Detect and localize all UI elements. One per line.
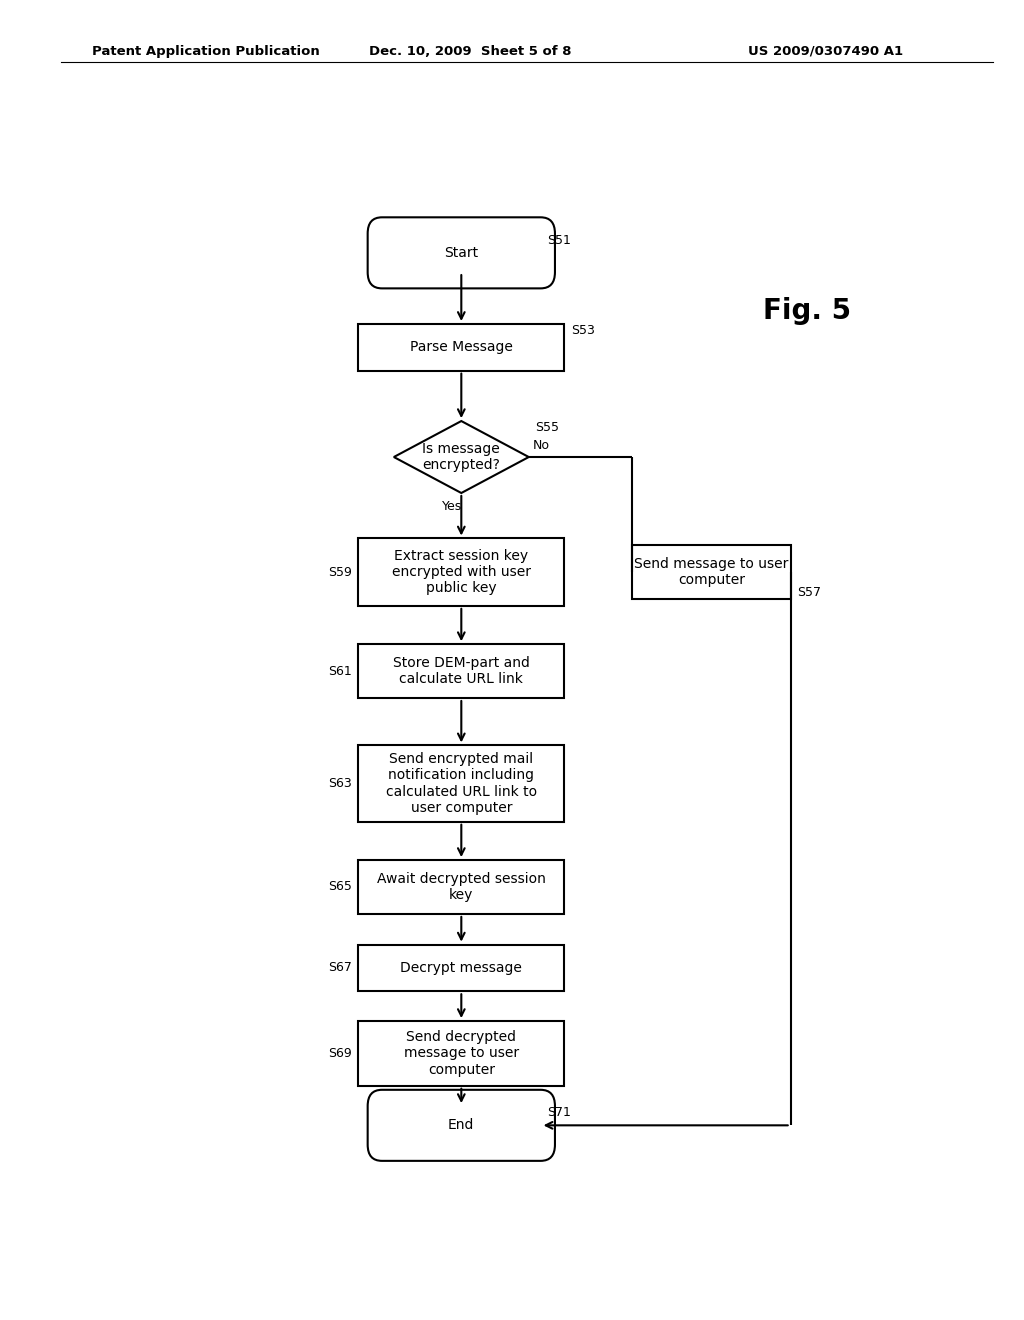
Text: Decrypt message: Decrypt message (400, 961, 522, 975)
FancyBboxPatch shape (368, 218, 555, 288)
Text: S51: S51 (547, 234, 571, 247)
Bar (358, 861, 564, 913)
Text: Await decrypted session
key: Await decrypted session key (377, 873, 546, 902)
Text: S67: S67 (328, 961, 352, 974)
Text: Send encrypted mail
notification including
calculated URL link to
user computer: Send encrypted mail notification includi… (386, 752, 537, 814)
Text: US 2009/0307490 A1: US 2009/0307490 A1 (748, 45, 902, 58)
Bar (358, 323, 564, 371)
Text: Extract session key
encrypted with user
public key: Extract session key encrypted with user … (392, 549, 530, 595)
Text: No: No (532, 438, 550, 451)
Bar (358, 539, 564, 606)
Bar (358, 644, 564, 698)
Bar (358, 1020, 564, 1086)
Text: S71: S71 (547, 1106, 571, 1119)
Text: Fig. 5: Fig. 5 (763, 297, 851, 325)
Text: S65: S65 (328, 880, 352, 894)
Text: S57: S57 (797, 586, 821, 599)
Text: S53: S53 (570, 323, 595, 337)
Bar (358, 746, 564, 822)
Text: Dec. 10, 2009  Sheet 5 of 8: Dec. 10, 2009 Sheet 5 of 8 (369, 45, 571, 58)
Text: Send decrypted
message to user
computer: Send decrypted message to user computer (403, 1030, 519, 1077)
Text: S59: S59 (328, 566, 352, 578)
Text: Patent Application Publication: Patent Application Publication (92, 45, 319, 58)
Text: Store DEM-part and
calculate URL link: Store DEM-part and calculate URL link (393, 656, 529, 686)
Text: S63: S63 (328, 777, 352, 791)
Text: Start: Start (444, 246, 478, 260)
Bar (358, 945, 564, 991)
Text: Send message to user
computer: Send message to user computer (634, 557, 788, 587)
Text: Is message
encrypted?: Is message encrypted? (422, 442, 501, 473)
Text: S55: S55 (536, 421, 559, 434)
Text: S69: S69 (328, 1047, 352, 1060)
Text: End: End (449, 1118, 474, 1133)
Text: Yes: Yes (441, 500, 462, 513)
FancyBboxPatch shape (368, 1090, 555, 1160)
Text: Parse Message: Parse Message (410, 341, 513, 354)
Text: S61: S61 (328, 664, 352, 677)
Polygon shape (394, 421, 528, 492)
Bar (632, 545, 791, 599)
